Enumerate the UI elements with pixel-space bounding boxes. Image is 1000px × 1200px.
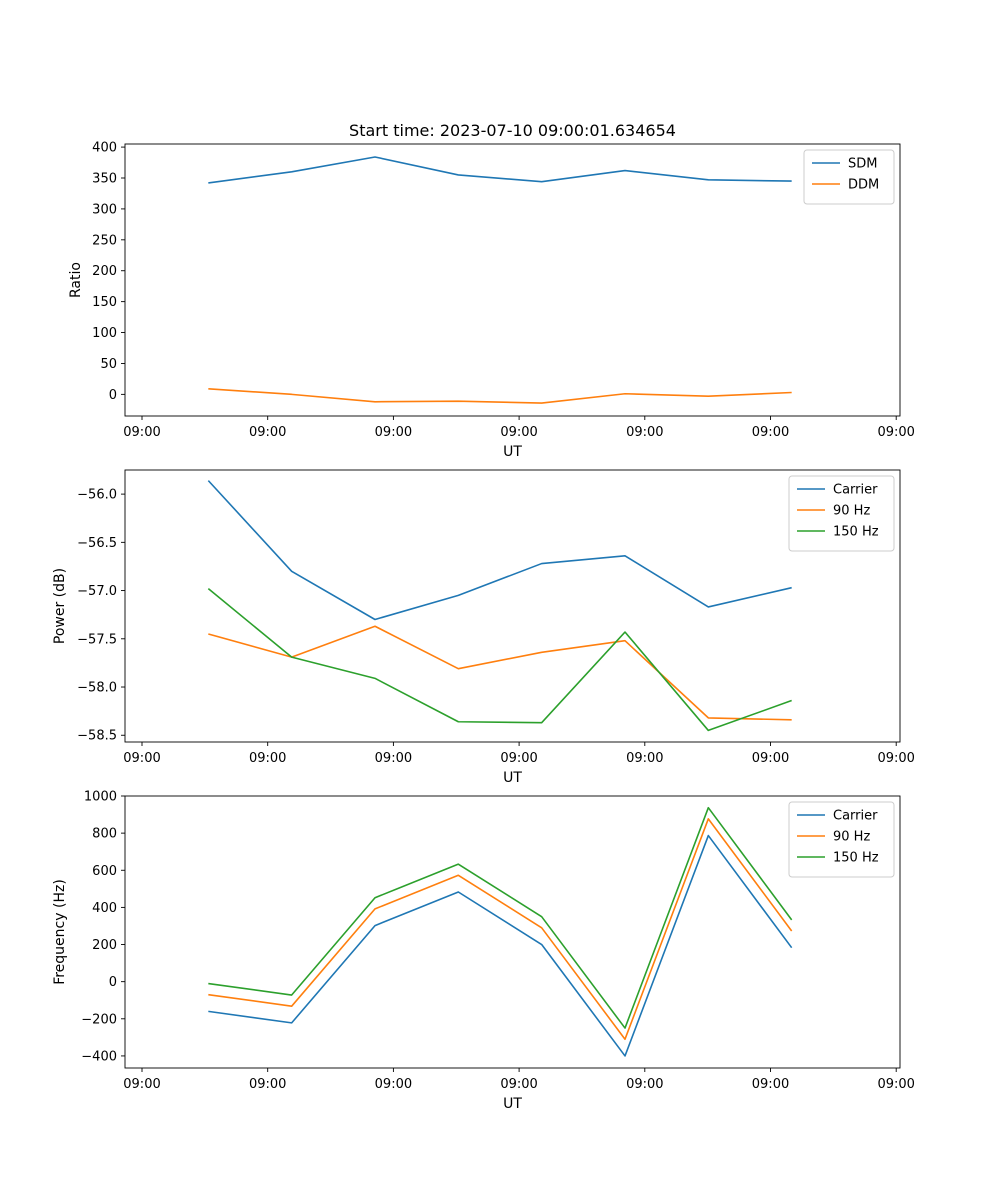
x-tick-label: 09:00 <box>752 1077 789 1092</box>
series-line-ddm <box>208 388 792 404</box>
series-line-sdm <box>208 156 792 184</box>
x-tick-label: 09:00 <box>500 751 537 766</box>
legend-box <box>788 801 895 878</box>
legend-box <box>788 475 895 552</box>
y-tick-label: 200 <box>92 938 117 953</box>
x-tick-label: 09:00 <box>752 751 789 766</box>
x-tick-label: 09:00 <box>500 1077 537 1092</box>
legend-entry: 90 Hz <box>833 504 870 519</box>
chart-panel-2: 09:0009:0009:0009:0009:0009:0009:0009:01… <box>52 469 915 786</box>
x-tick-label: 09:00 <box>500 425 537 440</box>
axes-frame <box>124 469 901 743</box>
x-tick-label: 09:00 <box>249 751 286 766</box>
x-axis-label: UT <box>503 770 522 786</box>
chart-title: Start time: 2023-07-10 09:00:01.634654 <box>349 121 676 140</box>
y-tick-label: 1000 <box>84 790 117 805</box>
y-tick-label: −58.0 <box>77 681 117 696</box>
y-tick-label: 0 <box>109 388 117 403</box>
y-axis-label: Power (dB) <box>52 568 68 644</box>
y-tick-label: −57.5 <box>77 632 117 647</box>
y-tick-label: 100 <box>92 326 117 341</box>
y-tick-label: −58.5 <box>77 729 117 744</box>
legend-entry: 150 Hz <box>833 525 879 540</box>
legend-entry: Carrier <box>833 809 878 824</box>
chart-panel-3: 09:0009:0009:0009:0009:0009:0009:0009:01… <box>52 790 915 1113</box>
x-tick-label: 09:00 <box>249 425 286 440</box>
x-tick-label: 09:00 <box>249 1077 286 1092</box>
series-line-150-hz <box>207 588 792 732</box>
y-tick-label: −56.0 <box>77 488 117 503</box>
y-tick-label: 300 <box>92 202 117 217</box>
y-tick-label: 800 <box>92 827 117 842</box>
y-tick-label: 600 <box>92 864 117 879</box>
chart-panel-1: 09:0009:0009:0009:0009:0009:0009:0009:01… <box>68 121 915 460</box>
legend-entry: 90 Hz <box>833 830 870 845</box>
x-tick-label: 09:00 <box>375 1077 412 1092</box>
legend: Carrier 90 Hz 150 Hz <box>788 801 895 878</box>
x-axis-label: UT <box>503 1096 522 1112</box>
series-line-carrier <box>207 480 792 621</box>
y-tick-label: −400 <box>81 1049 117 1064</box>
x-tick-label: 09:00 <box>626 425 663 440</box>
y-tick-label: 350 <box>92 172 117 187</box>
legend-entry: SDM <box>848 157 877 172</box>
y-tick-label: −57.0 <box>77 584 117 599</box>
legend: Carrier 90 Hz 150 Hz <box>788 475 895 552</box>
axes-frame <box>124 143 901 417</box>
legend-entry: DDM <box>848 178 879 193</box>
x-tick-label: 09:00 <box>877 751 914 766</box>
x-tick-label: 09:00 <box>123 751 160 766</box>
series-line-90-hz <box>208 818 793 1041</box>
y-tick-label: 0 <box>109 975 117 990</box>
x-tick-label: 09:00 <box>626 751 663 766</box>
y-tick-label: 50 <box>100 357 117 372</box>
y-tick-label: 250 <box>92 233 117 248</box>
y-tick-label: 400 <box>92 901 117 916</box>
y-tick-label: 400 <box>92 141 117 156</box>
y-tick-label: 150 <box>92 295 117 310</box>
y-tick-label: 200 <box>92 264 117 279</box>
series-line-150-hz <box>208 806 793 1029</box>
series-line-90-hz <box>208 625 792 721</box>
x-tick-label: 09:00 <box>123 1077 160 1092</box>
x-tick-label: 09:00 <box>752 425 789 440</box>
legend-entry: 150 Hz <box>833 851 879 866</box>
y-axis-label: Ratio <box>68 262 84 298</box>
legend-entry: Carrier <box>833 483 878 498</box>
x-tick-label: 09:00 <box>877 425 914 440</box>
x-tick-label: 09:00 <box>375 425 412 440</box>
series-line-carrier <box>208 834 793 1057</box>
x-tick-label: 09:00 <box>877 1077 914 1092</box>
y-tick-label: −56.5 <box>77 536 117 551</box>
legend: SDM DDM <box>803 149 895 205</box>
y-tick-label: −200 <box>81 1012 117 1027</box>
x-tick-label: 09:00 <box>626 1077 663 1092</box>
x-axis-label: UT <box>503 444 522 460</box>
x-tick-label: 09:00 <box>375 751 412 766</box>
y-axis-label: Frequency (Hz) <box>52 879 68 985</box>
axes-frame <box>124 795 901 1069</box>
x-tick-label: 09:00 <box>123 425 160 440</box>
